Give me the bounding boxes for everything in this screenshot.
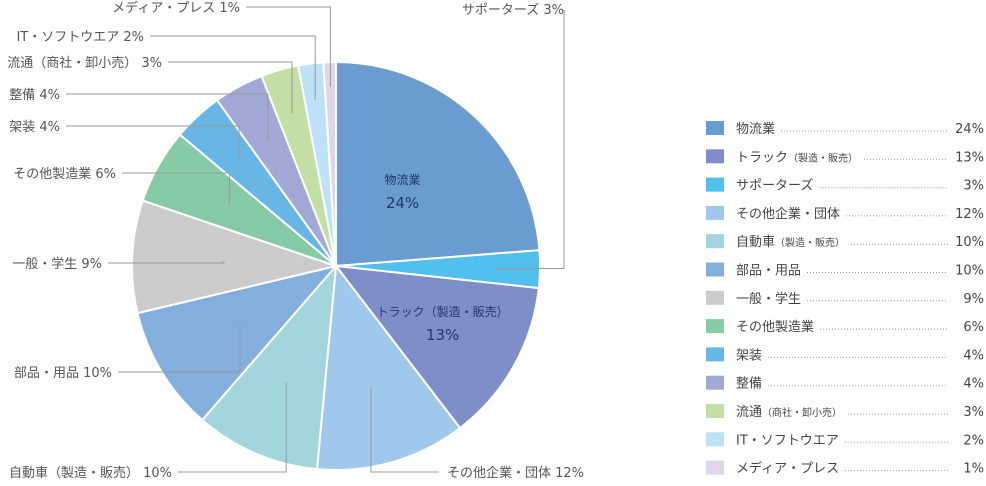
leader-line-10 bbox=[66, 93, 269, 141]
legend-swatch-6 bbox=[706, 262, 724, 277]
inside-label-name-1: 物流業 bbox=[384, 173, 420, 187]
pie-slice-1 bbox=[335, 60, 541, 268]
leader-line-9 bbox=[66, 125, 240, 162]
legend-label-sub-2: （製造・販売） bbox=[788, 151, 858, 164]
legend-value-13: 1% bbox=[963, 462, 984, 477]
leader-line-11 bbox=[168, 61, 293, 114]
callout-label-13: メディア・プレス 1% bbox=[112, 0, 240, 16]
inside-labels: 物流業 24% トラック（製造・販売） 13% bbox=[377, 173, 509, 344]
legend-swatch-3 bbox=[706, 177, 724, 192]
legend-label-1: 物流業 bbox=[736, 121, 775, 137]
leader-line-7 bbox=[108, 260, 225, 264]
legend-label-main-6: 部品・用品 bbox=[736, 264, 801, 279]
callout-label-11: 流通（商社・卸小売） 3% bbox=[7, 55, 162, 71]
legend-label-main-7: 一般・学生 bbox=[736, 291, 801, 307]
legend-label-9: 架装 bbox=[736, 348, 762, 363]
pie-slice-13 bbox=[322, 60, 337, 267]
legend-label-7: 一般・学生 bbox=[736, 291, 801, 307]
legend-value-4: 12% bbox=[955, 207, 984, 222]
leader-line-2 bbox=[495, 10, 565, 269]
callout-label-10: 整備 4% bbox=[9, 87, 60, 103]
legend-label-sub-11: （商社・卸小売） bbox=[762, 406, 842, 419]
pie-slice-5 bbox=[200, 262, 338, 471]
legend-label-13: メディア・プレス bbox=[736, 461, 839, 477]
legend-value-12: 2% bbox=[963, 433, 984, 448]
legend-label-main-11: 流通 bbox=[736, 405, 762, 420]
callout-leader-lines bbox=[66, 6, 565, 473]
legend-value-2: 13% bbox=[955, 150, 984, 165]
legend-label-sub-5: （製造・販売） bbox=[775, 236, 845, 249]
legend-swatch-10 bbox=[706, 375, 724, 390]
callout-label-8: その他製造業 6% bbox=[13, 166, 116, 182]
legend-swatch-5 bbox=[706, 234, 724, 249]
legend-label-main-8: その他製造業 bbox=[736, 319, 814, 335]
inside-label-value-2: 13% bbox=[426, 326, 459, 344]
legend-value-6: 10% bbox=[955, 264, 984, 279]
legend-label-main-10: 整備 bbox=[736, 376, 762, 392]
callout-label-12: IT・ソフトウエア 2% bbox=[16, 30, 144, 45]
legend-swatch-4 bbox=[706, 205, 724, 220]
legend-value-5: 10% bbox=[955, 235, 984, 250]
pie-slices bbox=[131, 60, 541, 471]
callout-label-4: その他企業・団体 12% bbox=[447, 465, 584, 481]
leader-line-8 bbox=[122, 172, 230, 206]
pie-slice-3 bbox=[333, 264, 540, 430]
legend-label-2: トラック（製造・販売） bbox=[736, 150, 858, 165]
legend-value-1: 24% bbox=[955, 122, 984, 137]
callout-label-9: 架装 4% bbox=[9, 120, 60, 135]
legend-label-11: 流通（商社・卸小売） bbox=[736, 405, 842, 420]
callout-label-2: サポーターズ 3% bbox=[462, 2, 564, 18]
legend-label-8: その他製造業 bbox=[736, 319, 814, 335]
pie-slice-4 bbox=[315, 263, 462, 471]
legend-label-4: その他企業・団体 bbox=[736, 206, 840, 222]
legend-label-main-3: サポーターズ bbox=[736, 178, 813, 194]
leader-line-13 bbox=[246, 6, 331, 87]
legend-value-8: 6% bbox=[963, 320, 984, 335]
callout-label-5: 自動車（製造・販売） 10% bbox=[9, 465, 172, 481]
legend-label-3: サポーターズ bbox=[736, 178, 813, 194]
leader-line-4 bbox=[370, 387, 439, 473]
legend-label-6: 部品・用品 bbox=[736, 264, 801, 279]
legend-value-3: 3% bbox=[963, 179, 984, 194]
legend-label-5: 自動車（製造・販売） bbox=[736, 235, 845, 250]
legend-swatch-1 bbox=[706, 121, 724, 135]
legend-swatch-13 bbox=[706, 460, 724, 475]
legend-label-main-5: 自動車 bbox=[736, 235, 775, 250]
leader-line-5 bbox=[178, 382, 287, 473]
legend-swatch-7 bbox=[706, 290, 724, 305]
callout-labels: サポーターズ 3% その他企業・団体 12% 自動車（製造・販売） 10% 部品・用品… bbox=[7, 0, 584, 481]
legend-swatch-2 bbox=[706, 149, 724, 164]
callout-label-6: 部品・用品 10% bbox=[14, 366, 112, 381]
inside-label-name-2: トラック（製造・販売） bbox=[377, 304, 509, 319]
legend: 物流業 24%トラック（製造・販売） 13%サポーターズ 3%その他企業・団体 12%自… bbox=[706, 121, 984, 477]
legend-swatch-11 bbox=[706, 404, 724, 418]
inside-label-value-1: 24% bbox=[386, 194, 419, 212]
legend-label-main-9: 架装 bbox=[736, 348, 762, 363]
legend-value-9: 4% bbox=[963, 348, 984, 363]
legend-value-10: 4% bbox=[963, 377, 984, 392]
legend-value-7: 9% bbox=[963, 292, 984, 307]
legend-value-11: 3% bbox=[963, 405, 984, 420]
callout-label-7: 一般・学生 9% bbox=[12, 256, 102, 272]
legend-label-10: 整備 bbox=[736, 376, 762, 392]
legend-label-main-4: その他企業・団体 bbox=[736, 206, 840, 222]
legend-swatch-12 bbox=[706, 432, 724, 447]
legend-swatch-9 bbox=[706, 347, 724, 362]
leader-line-6 bbox=[118, 324, 241, 373]
legend-label-12: IT・ソフトウエア bbox=[736, 433, 839, 448]
legend-label-main-1: 物流業 bbox=[736, 121, 775, 137]
legend-label-main-12: IT・ソフトウエア bbox=[736, 433, 839, 448]
leader-line-12 bbox=[150, 35, 316, 100]
legend-swatch-8 bbox=[706, 319, 724, 334]
pie-slice-7 bbox=[131, 199, 340, 315]
legend-label-main-13: メディア・プレス bbox=[736, 461, 839, 477]
legend-label-main-2: トラック bbox=[736, 150, 788, 165]
